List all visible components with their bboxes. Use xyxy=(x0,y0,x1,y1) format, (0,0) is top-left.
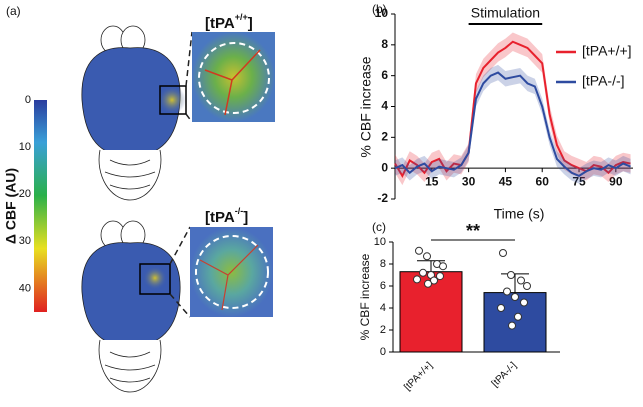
significance-label: ** xyxy=(466,221,480,241)
y-tick-label: 2 xyxy=(381,130,388,144)
data-point xyxy=(523,282,531,290)
y-tick-label: 4 xyxy=(381,99,388,113)
data-point xyxy=(436,272,444,281)
y-axis-label: % CBF increase xyxy=(358,253,372,340)
panel-label: (c) xyxy=(372,220,386,234)
y-tick-label: 10 xyxy=(375,6,389,20)
panel-label: (b) xyxy=(372,2,387,16)
x-axis-label: Time (s) xyxy=(494,206,545,222)
data-point xyxy=(415,246,423,255)
panel-label: (a) xyxy=(6,4,21,18)
y-tick-label: 0 xyxy=(380,346,386,358)
data-point xyxy=(419,268,427,277)
y-tick-label: 0 xyxy=(381,160,388,174)
bar xyxy=(483,292,547,353)
x-tick-label: [tPA-/-] xyxy=(490,360,519,389)
x-tick-label: 30 xyxy=(462,174,476,188)
colorbar-tick-label: 10 xyxy=(19,141,31,153)
brains xyxy=(81,25,275,393)
x-tick-label: 45 xyxy=(499,174,513,188)
error-bar xyxy=(417,260,445,272)
data-point xyxy=(413,275,421,284)
data-point xyxy=(423,252,431,261)
x-tick-label: 15 xyxy=(425,174,439,188)
y-tick-label: 2 xyxy=(380,324,386,336)
y-tick-label: 6 xyxy=(381,68,388,82)
data-point xyxy=(507,271,515,279)
data-point xyxy=(439,262,447,271)
y-tick-label: 10 xyxy=(374,236,386,248)
data-point xyxy=(503,287,511,296)
colorbar-tick-label: 40 xyxy=(19,282,31,294)
y-tick-label: 8 xyxy=(381,37,388,51)
y-tick-label: 4 xyxy=(380,302,386,314)
x-tick-label: 90 xyxy=(609,174,623,188)
series-line xyxy=(394,40,631,178)
y-axis-label: % CBF increase xyxy=(358,56,374,157)
x-tick-label: 75 xyxy=(572,174,586,188)
data-point xyxy=(511,293,519,301)
y-tick-label: -2 xyxy=(377,191,388,205)
data-point xyxy=(430,276,438,285)
series-line xyxy=(394,71,631,177)
y-tick-label: 6 xyxy=(380,280,386,292)
legend-label: [tPA+/+] xyxy=(582,43,632,59)
ko-title: [tPA-/-] xyxy=(205,206,248,226)
data-point xyxy=(514,312,522,321)
legend-label: [tPA-/-] xyxy=(582,73,625,89)
y-tick-label: 8 xyxy=(380,258,386,270)
colorbar-tick-label: 20 xyxy=(19,188,31,200)
data-point xyxy=(497,304,505,312)
data-point xyxy=(424,279,432,288)
wt-title: [tPA+/+] xyxy=(205,12,253,32)
data-point xyxy=(517,276,525,285)
error-bar xyxy=(501,273,529,293)
stimulation-label: Stimulation xyxy=(471,5,540,21)
data-point xyxy=(508,321,516,330)
x-tick-label: [tPA+/+] xyxy=(402,360,435,393)
error-band xyxy=(395,64,631,184)
data-point xyxy=(520,298,528,307)
error-band xyxy=(395,32,631,186)
colorbar-tick-label: 0 xyxy=(25,94,31,106)
colorbar xyxy=(34,100,47,312)
data-point xyxy=(499,249,507,257)
colorbar-tick-label: 30 xyxy=(19,235,31,247)
colorbar-label: Δ CBF (AU) xyxy=(3,168,19,244)
x-tick-label: 60 xyxy=(536,174,550,188)
